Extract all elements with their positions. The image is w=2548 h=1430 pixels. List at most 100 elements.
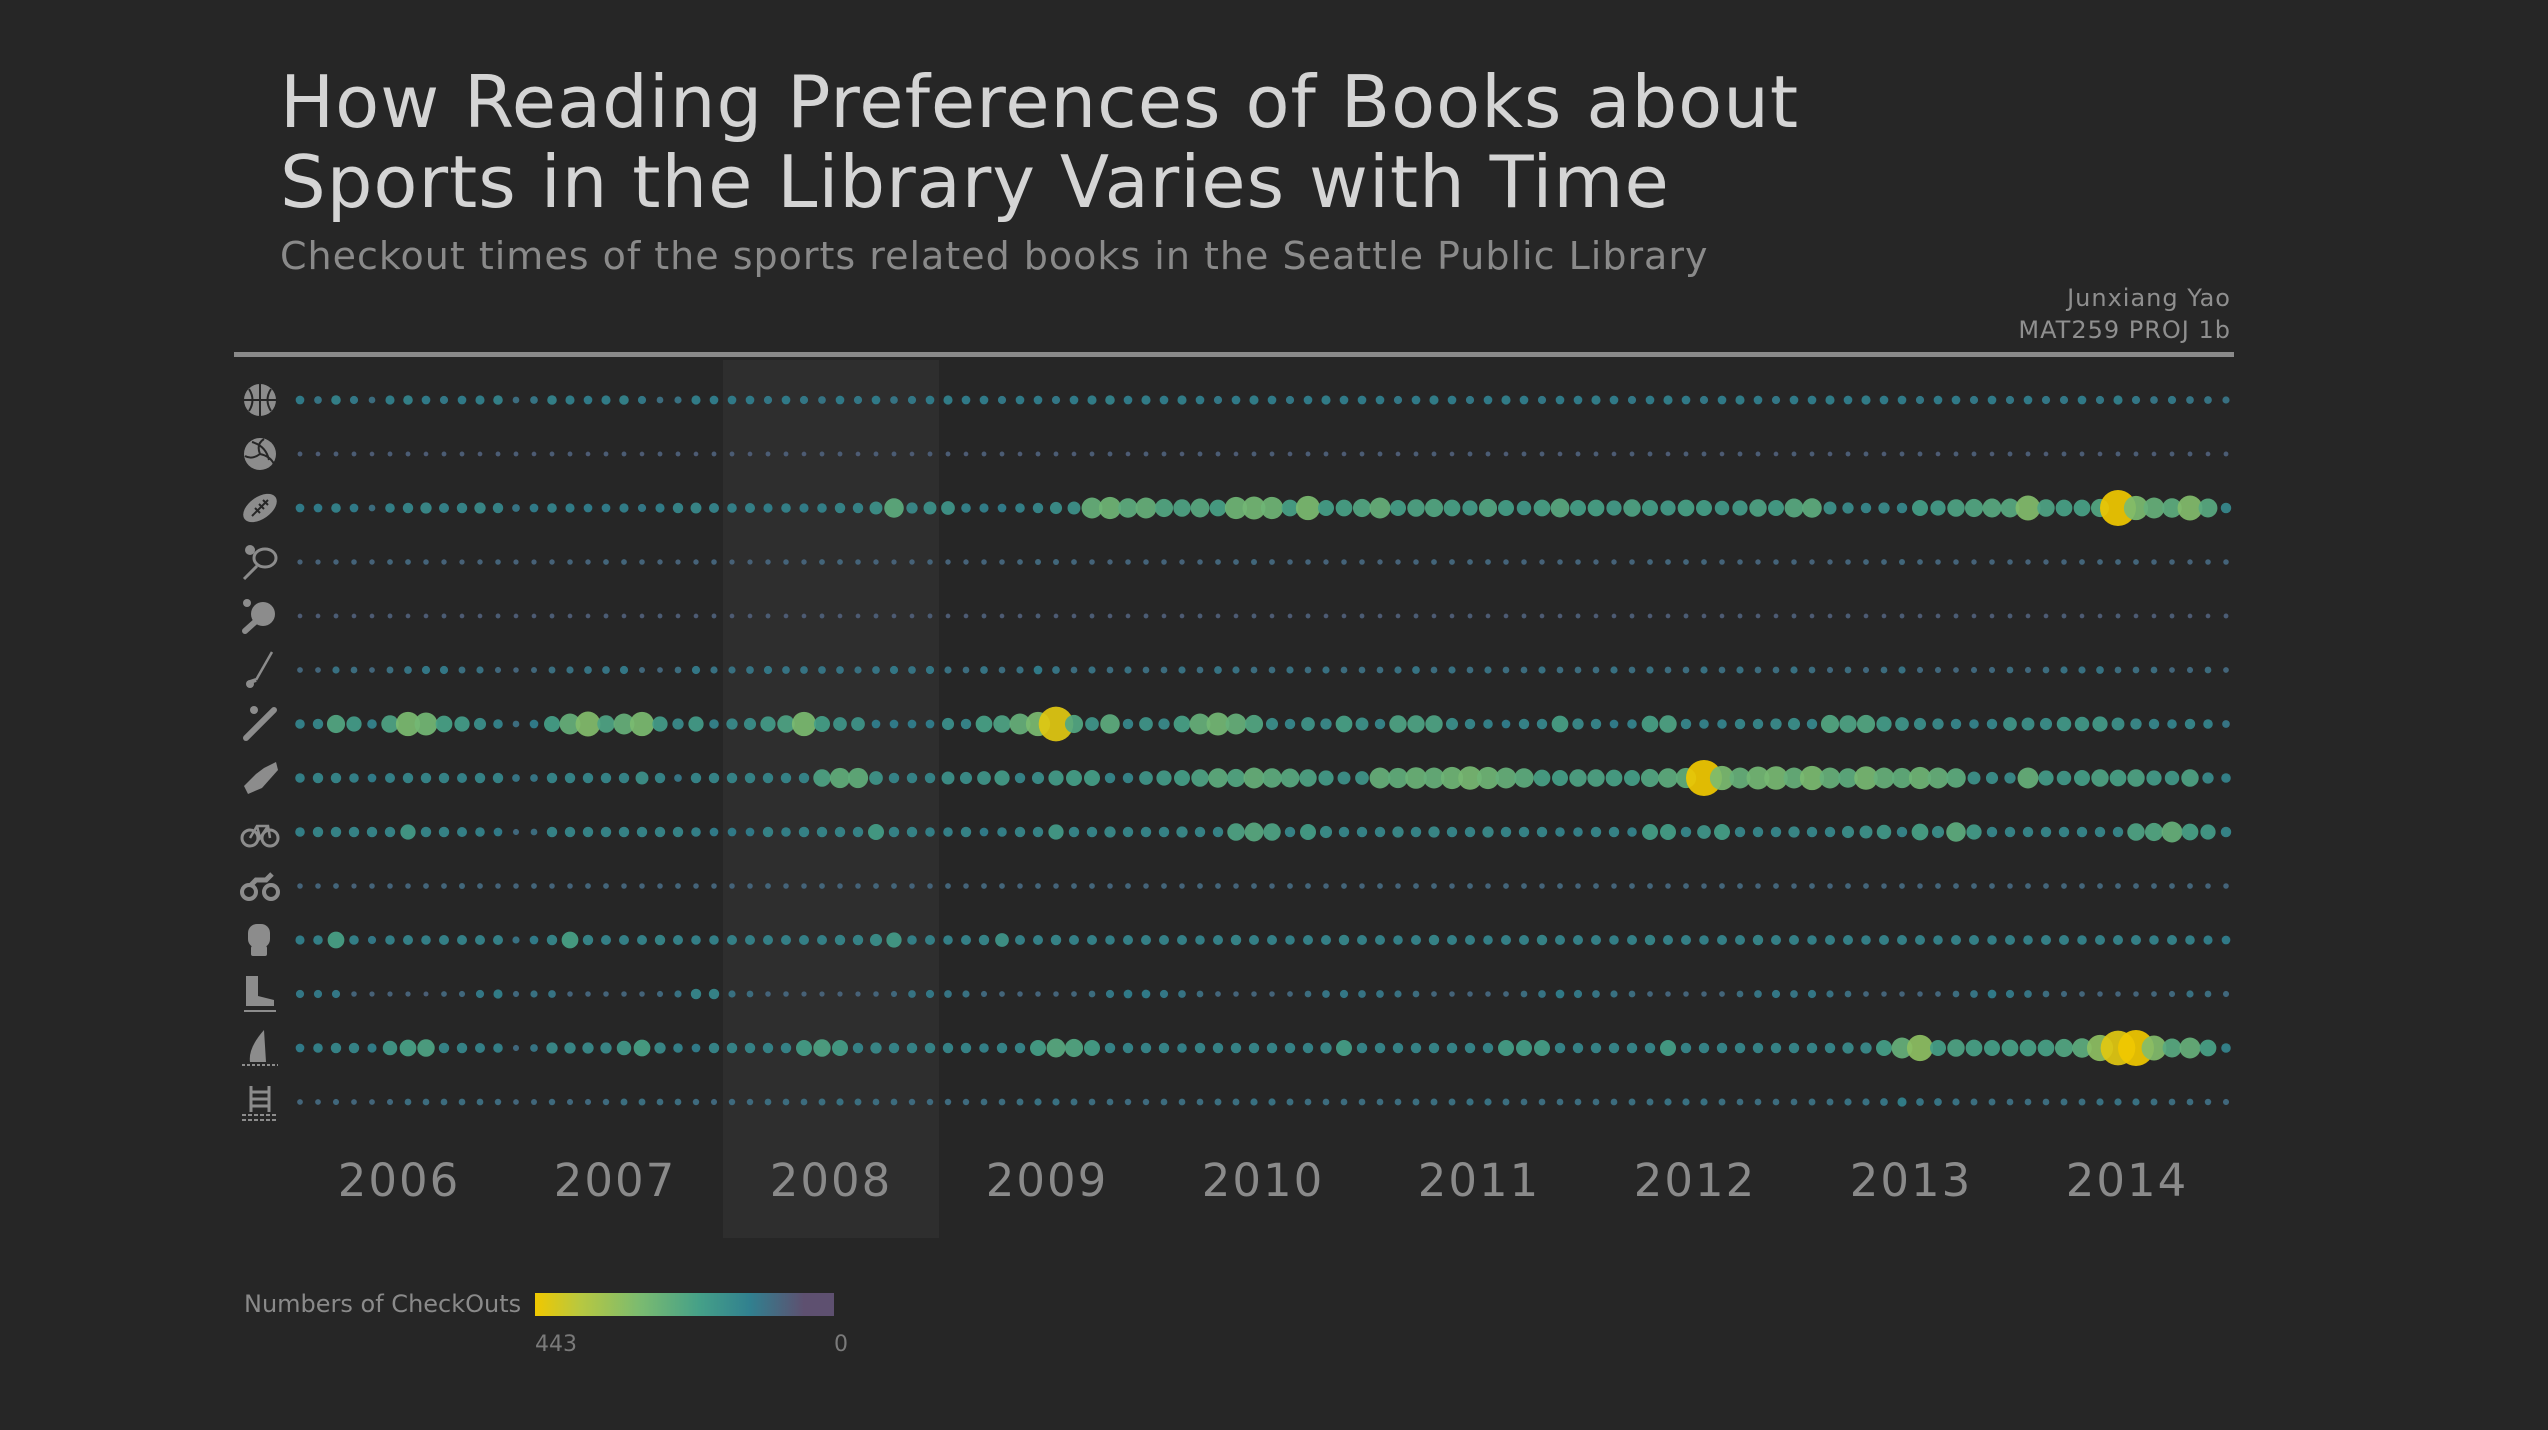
data-point (2141, 1035, 2167, 1061)
data-point (1501, 395, 1511, 405)
data-point (1593, 451, 1599, 457)
data-point (728, 1098, 736, 1106)
data-point (762, 772, 774, 784)
data-point (1195, 395, 1205, 405)
data-point (1953, 883, 1959, 889)
data-point (2162, 1038, 2182, 1058)
data-point (1752, 934, 1764, 946)
data-point (440, 1098, 448, 1106)
data-point (855, 991, 861, 997)
data-point (1947, 499, 1965, 517)
data-point (438, 772, 450, 784)
data-point (1069, 395, 1079, 405)
data-point (1970, 1098, 1978, 1106)
data-point (709, 827, 719, 837)
legend-min-label: 0 (834, 1332, 848, 1357)
data-point (836, 666, 844, 674)
data-point (1227, 823, 1245, 841)
data-point (909, 451, 915, 457)
data-point (801, 991, 807, 997)
data-point (331, 395, 341, 405)
data-point (2078, 666, 2086, 674)
data-point (1590, 934, 1602, 946)
data-point (1591, 395, 1601, 405)
data-point (960, 718, 972, 730)
data-point (2187, 451, 2193, 457)
data-point (657, 451, 663, 457)
data-point (582, 1042, 594, 1054)
data-point (1394, 666, 1402, 674)
data-point (1446, 1042, 1458, 1054)
data-point (477, 451, 483, 457)
data-point (818, 1098, 826, 1106)
data-point (384, 826, 396, 838)
data-point (1446, 934, 1458, 946)
data-point (477, 613, 483, 619)
data-point (1820, 714, 1840, 734)
data-point (2025, 451, 2031, 457)
data-point (1341, 613, 1347, 619)
data-point (420, 502, 432, 514)
data-point (531, 883, 537, 889)
data-point (544, 716, 560, 732)
data-point (798, 934, 810, 946)
data-point (2097, 613, 2103, 619)
data-point (1428, 934, 1440, 946)
data-point (2004, 934, 2016, 946)
series-row-basketball (244, 384, 2230, 416)
data-point (1284, 826, 1296, 838)
data-point (1860, 1042, 1872, 1054)
data-point (459, 451, 465, 457)
data-point (1051, 395, 1061, 405)
data-point (2097, 991, 2103, 997)
data-point (2112, 934, 2124, 946)
data-point (1701, 559, 1707, 565)
data-point (297, 883, 303, 889)
data-point (942, 1042, 954, 1054)
data-point (1160, 666, 1168, 674)
data-point (781, 503, 791, 513)
data-point (980, 666, 988, 674)
data-point (656, 1098, 664, 1106)
data-point (1642, 824, 1658, 840)
data-point (1969, 395, 1979, 405)
data-point (1641, 715, 1659, 733)
data-point (2223, 559, 2229, 565)
data-point (1807, 395, 1817, 405)
data-point (801, 559, 807, 565)
data-point (854, 666, 862, 674)
data-point (2221, 773, 2231, 783)
data-point (765, 883, 771, 889)
data-point (2186, 990, 2194, 998)
data-point (349, 773, 359, 783)
data-point (847, 767, 869, 789)
data-point (2058, 934, 2070, 946)
data-point (402, 502, 414, 514)
data-point (1680, 1042, 1692, 1054)
data-point (836, 1098, 844, 1106)
data-point (1913, 717, 1927, 731)
data-point (1393, 935, 1403, 945)
data-point (1930, 1040, 1946, 1056)
data-point (1052, 666, 1060, 674)
data-point (1914, 934, 1926, 946)
data-point (2151, 883, 2157, 889)
data-point (494, 1098, 502, 1106)
data-point (1030, 1040, 1046, 1056)
data-point (2017, 767, 2039, 789)
data-point (331, 989, 341, 999)
x-tick-label-2012: 2012 (1634, 1154, 1757, 1207)
data-point (529, 935, 539, 945)
data-point (1285, 395, 1295, 405)
data-point (783, 991, 789, 997)
data-point (1286, 1098, 1294, 1106)
data-point (474, 772, 486, 784)
data-point (2024, 990, 2032, 998)
data-point (1906, 1034, 1934, 1062)
data-point (1536, 826, 1548, 838)
data-point (1071, 613, 1077, 619)
data-point (1464, 826, 1476, 838)
data-point (1123, 989, 1133, 999)
data-point (1935, 883, 1941, 889)
data-point (813, 1039, 831, 1057)
